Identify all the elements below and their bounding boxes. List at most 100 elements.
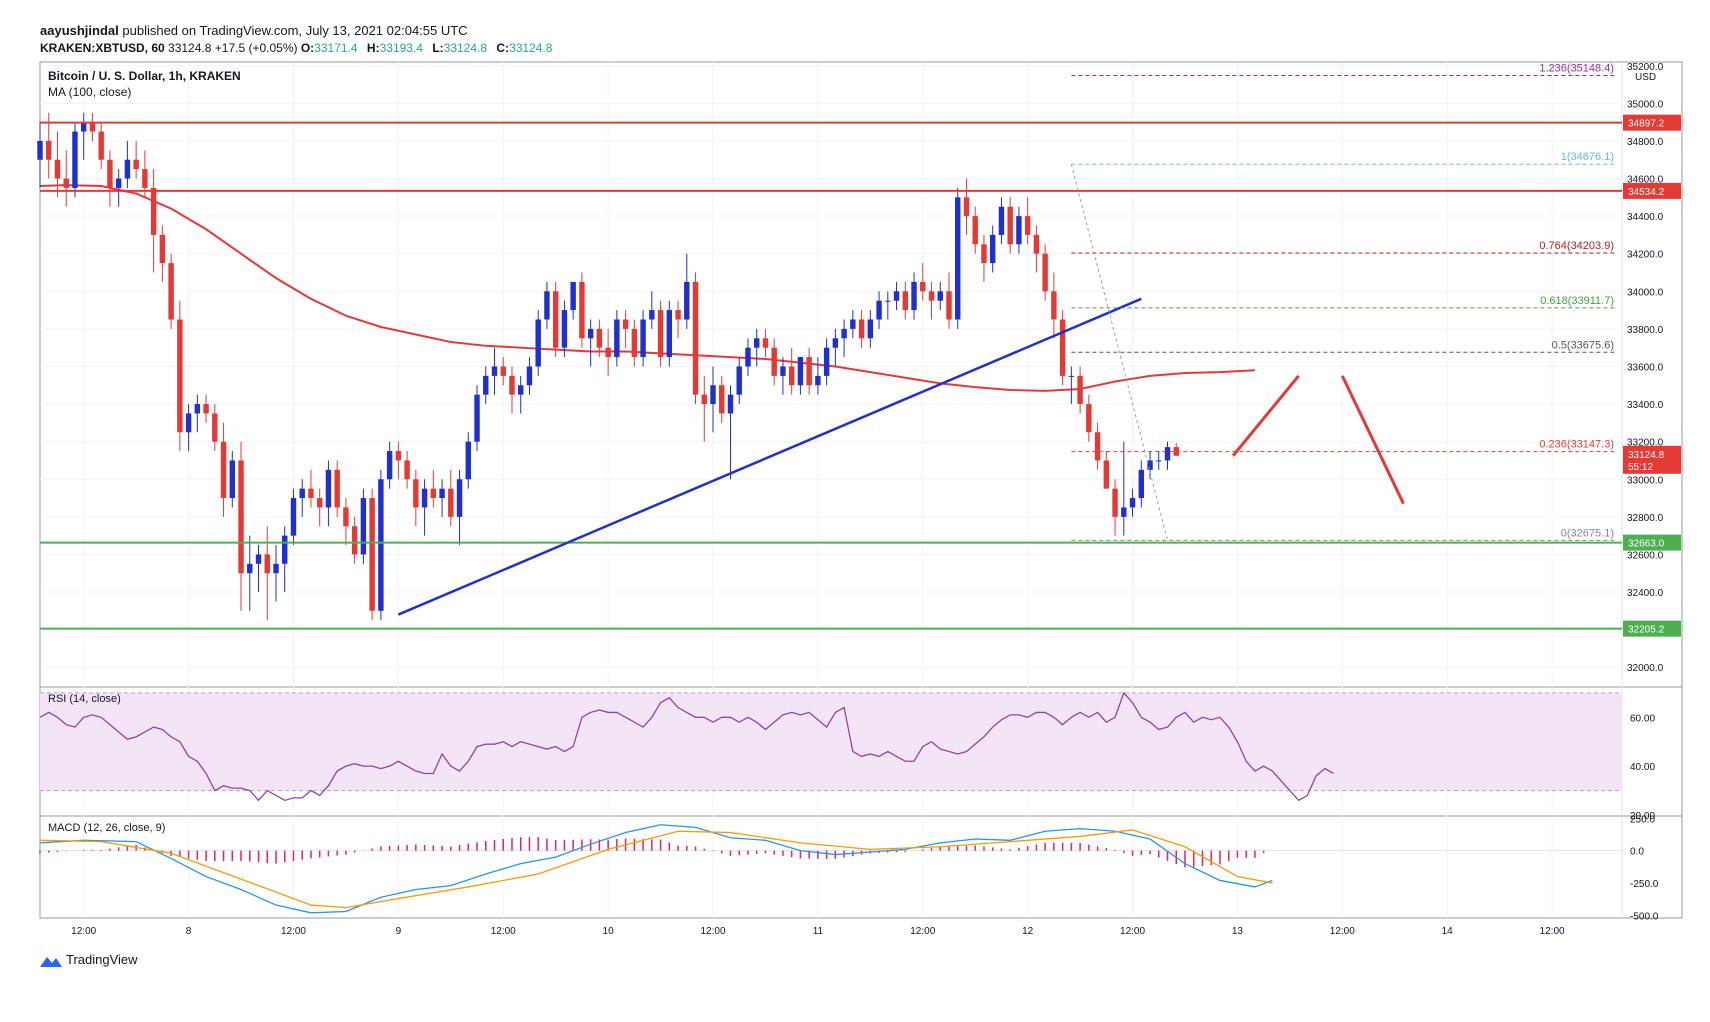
candle-body <box>989 234 996 264</box>
candle <box>483 366 489 405</box>
y-tick-label: 32600.0 <box>1627 550 1664 561</box>
y-tick-label: 32000.0 <box>1627 663 1664 674</box>
candle-body <box>552 291 559 348</box>
candle <box>753 328 760 367</box>
candle-body <box>229 460 235 499</box>
published-text: published on TradingView.com, July 13, 2… <box>122 23 468 38</box>
candle-body <box>955 197 961 320</box>
candle-body <box>98 131 104 160</box>
candle <box>561 300 568 358</box>
candle-body <box>544 291 550 320</box>
candle-body <box>238 460 244 574</box>
author-name[interactable]: aayushjindal <box>40 23 119 38</box>
bar-countdown-label: 55:12 <box>1628 462 1653 473</box>
candle <box>727 385 734 480</box>
candle-body <box>1007 206 1013 245</box>
candle-body <box>657 310 664 358</box>
x-tick-label: 10 <box>603 926 615 937</box>
candle <box>290 488 297 546</box>
candle <box>666 300 673 367</box>
candle-body <box>1156 460 1162 462</box>
price-level-tag <box>1623 114 1681 131</box>
candle-body <box>876 300 882 320</box>
y-tick-label: 34800.0 <box>1627 137 1664 148</box>
candle-body <box>762 338 769 348</box>
candle <box>911 272 917 320</box>
candle <box>989 225 996 273</box>
candle <box>439 479 445 517</box>
candle-body <box>745 347 751 367</box>
ohlc-header: KRAKEN:XBTUSD, 60 33124.8 +17.5 (+0.05%)… <box>40 41 558 55</box>
x-tick-label: 12:00 <box>281 926 306 937</box>
candle-body <box>369 498 375 611</box>
x-tick-label: 14 <box>1442 926 1454 937</box>
candle-body <box>63 178 69 188</box>
candle-body <box>684 281 690 320</box>
candle <box>622 310 629 348</box>
candle-body <box>1051 291 1057 320</box>
candle <box>72 122 78 198</box>
candle <box>255 545 262 593</box>
candle <box>133 140 139 179</box>
tradingview-logo[interactable]: TradingView <box>40 952 138 967</box>
candle <box>1138 460 1144 508</box>
candle <box>1068 366 1075 405</box>
candle-body <box>334 469 340 508</box>
candle <box>1112 479 1118 536</box>
candle-body <box>448 488 454 517</box>
candle-body <box>518 385 524 395</box>
candle <box>1077 366 1083 414</box>
candle <box>247 535 253 611</box>
candle <box>1059 310 1066 386</box>
macd-tick-label: -500.0 <box>1630 911 1659 922</box>
candle <box>316 488 323 527</box>
candle-body <box>150 187 157 235</box>
candle-body <box>631 328 638 358</box>
candle-body <box>413 479 419 508</box>
candle-body <box>465 441 471 480</box>
price-level-tag <box>1623 534 1681 551</box>
candle-body <box>893 291 900 301</box>
candle-body <box>343 507 349 527</box>
candle-body <box>255 554 262 564</box>
candle-body <box>316 498 323 508</box>
candle <box>185 404 192 452</box>
candle <box>1147 451 1153 480</box>
rsi-title: RSI (14, close) <box>48 693 121 705</box>
y-tick-label: 32400.0 <box>1627 588 1664 599</box>
candle-body <box>1077 375 1083 405</box>
candle-body <box>998 206 1005 235</box>
rsi-band <box>40 692 1622 791</box>
candle <box>395 441 402 480</box>
candle-body <box>1138 469 1144 499</box>
candle-body <box>535 319 541 367</box>
candle <box>780 357 786 395</box>
candle-body <box>1173 447 1179 456</box>
candle-body <box>46 140 52 160</box>
x-tick-label: 8 <box>186 926 192 937</box>
candle-body <box>1033 234 1040 254</box>
candle-body <box>290 498 297 536</box>
candle <box>351 516 358 564</box>
macd-line <box>39 824 1273 914</box>
chart-frame <box>39 61 1683 919</box>
candle-body <box>509 375 515 395</box>
candle <box>850 310 856 339</box>
candle-body <box>788 366 795 386</box>
candle-body <box>203 404 209 414</box>
candle <box>63 150 69 207</box>
candle <box>115 169 122 207</box>
y-tick-label: 33800.0 <box>1627 325 1664 336</box>
candle-body <box>430 488 437 499</box>
candle-body <box>832 338 839 348</box>
candle <box>212 404 218 452</box>
symbol-label: KRAKEN:XBTUSD, 60 <box>40 41 165 55</box>
candle <box>614 310 620 367</box>
candle-body <box>605 347 611 358</box>
x-tick-label: 12:00 <box>71 926 96 937</box>
candle-body <box>1103 460 1110 489</box>
candle <box>159 225 166 282</box>
candle <box>360 488 367 564</box>
candle <box>797 357 804 395</box>
